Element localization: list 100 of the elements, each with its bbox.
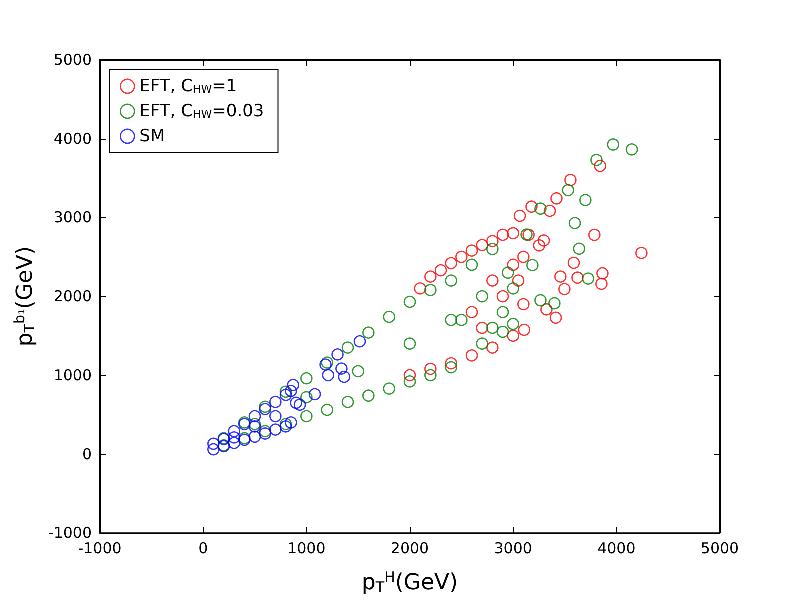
point <box>445 361 458 374</box>
point <box>534 202 547 216</box>
point <box>607 138 620 151</box>
point <box>476 322 488 334</box>
point <box>540 303 553 316</box>
x-tick-label: 5000 <box>700 540 740 558</box>
point <box>590 154 603 166</box>
point <box>404 338 416 350</box>
point <box>248 418 262 430</box>
point <box>518 324 531 336</box>
point <box>626 144 638 156</box>
point <box>290 396 302 410</box>
point <box>336 362 348 375</box>
point <box>445 357 458 370</box>
point <box>486 235 499 248</box>
point <box>534 294 547 307</box>
point <box>259 425 272 438</box>
point <box>259 428 272 440</box>
point <box>476 239 488 252</box>
point <box>280 418 292 430</box>
point <box>248 410 262 423</box>
point <box>568 217 582 230</box>
point <box>424 270 437 283</box>
point <box>594 160 606 172</box>
y-tick-label: 1000 <box>54 366 92 384</box>
point <box>507 258 520 272</box>
point <box>568 256 580 270</box>
point <box>338 370 351 384</box>
point <box>548 297 561 310</box>
point <box>526 200 538 214</box>
point <box>445 257 458 270</box>
point <box>404 369 416 382</box>
point <box>562 184 574 197</box>
legend-label: SM <box>140 126 166 146</box>
point <box>486 274 499 287</box>
point <box>287 379 300 392</box>
point <box>342 342 354 354</box>
point <box>507 330 520 342</box>
point <box>208 443 220 456</box>
point <box>582 272 595 285</box>
point <box>580 194 592 206</box>
point <box>596 278 608 290</box>
point <box>332 348 344 361</box>
point <box>572 272 584 284</box>
point <box>228 425 240 438</box>
point <box>228 432 240 444</box>
point <box>300 410 313 423</box>
point <box>538 234 550 247</box>
point <box>362 326 375 339</box>
point <box>248 430 262 444</box>
y-tick-label: 2000 <box>54 288 92 306</box>
point <box>507 282 520 295</box>
point <box>228 437 240 450</box>
point <box>424 362 437 376</box>
point <box>445 314 458 326</box>
point <box>259 400 272 414</box>
x-tick-label: 2000 <box>390 540 430 558</box>
point <box>496 306 510 318</box>
point <box>280 420 292 433</box>
point <box>596 267 609 280</box>
point <box>550 192 563 205</box>
point <box>352 365 364 378</box>
x-tick-label: 3000 <box>494 540 532 558</box>
point <box>486 322 499 334</box>
point <box>434 264 448 277</box>
point <box>248 420 262 433</box>
y-tick-label: 0 <box>82 445 92 464</box>
point <box>550 312 562 324</box>
y-axis-title: pTb₁(GeV) <box>12 246 39 347</box>
x-tick-label: -1000 <box>78 540 122 558</box>
point <box>496 228 510 242</box>
point <box>466 306 478 318</box>
point <box>514 210 526 222</box>
point <box>208 438 220 450</box>
point <box>486 243 499 256</box>
point <box>476 290 488 303</box>
point <box>270 410 282 423</box>
point <box>300 391 313 404</box>
point <box>280 386 292 398</box>
point <box>294 398 306 412</box>
point <box>466 244 478 257</box>
point <box>544 204 556 218</box>
point <box>588 228 601 242</box>
point <box>518 250 530 264</box>
point <box>502 266 514 280</box>
point <box>518 298 530 311</box>
point <box>507 227 520 240</box>
y-tick-label: -1000 <box>48 524 92 542</box>
point <box>486 342 499 354</box>
legend-label: EFT, CHW=1 <box>140 76 238 96</box>
point <box>270 396 282 408</box>
y-tick-label: 5000 <box>54 51 92 69</box>
point <box>342 396 354 408</box>
x-tick-label: 0 <box>198 540 208 558</box>
point <box>424 284 437 296</box>
point <box>466 350 478 362</box>
point <box>496 290 510 303</box>
point <box>322 369 335 382</box>
point <box>636 247 648 260</box>
point <box>476 338 488 350</box>
